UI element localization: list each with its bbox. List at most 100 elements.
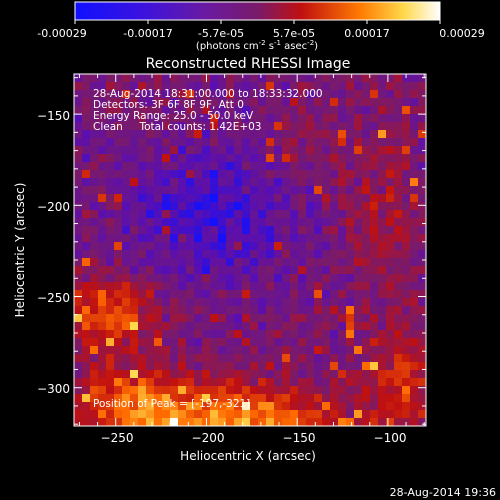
colorbar-tick-label: -5.7e-05 (198, 27, 244, 40)
heatmap-cell (378, 218, 387, 227)
heatmap-cell (346, 298, 355, 307)
heatmap-cell (170, 162, 179, 171)
heatmap-cell (386, 242, 395, 251)
heatmap-cell (378, 122, 387, 131)
heatmap-cell (378, 378, 387, 387)
heatmap-cell (282, 282, 291, 291)
heatmap-cell (98, 210, 107, 219)
heatmap-cell (178, 258, 187, 267)
heatmap-cell (258, 98, 267, 107)
heatmap-cell (210, 90, 219, 99)
heatmap-cell (146, 202, 155, 211)
heatmap-cell (282, 122, 291, 131)
heatmap-cell (250, 162, 259, 171)
x-tick-label: −100 (374, 431, 407, 445)
heatmap-cell (322, 122, 331, 131)
heatmap-cell (378, 274, 387, 283)
heatmap-cell (266, 138, 275, 147)
heatmap-cell (378, 386, 387, 395)
heatmap-cell (290, 298, 299, 307)
heatmap-cell (226, 202, 235, 211)
heatmap-cell (194, 234, 203, 243)
heatmap-cell (114, 338, 123, 347)
heatmap-cell (186, 410, 195, 419)
heatmap-cell (306, 106, 315, 115)
heatmap-cell (250, 330, 259, 339)
heatmap-cell (290, 210, 299, 219)
heatmap-cell (370, 418, 379, 427)
heatmap-cell (394, 250, 403, 259)
heatmap-cell (138, 130, 147, 139)
heatmap-cell (330, 394, 339, 403)
heatmap-cell (402, 146, 411, 155)
heatmap-cell (242, 234, 251, 243)
heatmap-cell (170, 282, 179, 291)
heatmap-cell (306, 162, 315, 171)
heatmap-cell (186, 354, 195, 363)
heatmap-cell (146, 162, 155, 171)
heatmap-cell (338, 266, 347, 275)
heatmap-cell (322, 202, 331, 211)
heatmap-cell (90, 162, 99, 171)
heatmap-cell (386, 98, 395, 107)
heatmap-cell (378, 402, 387, 411)
heatmap-cell (74, 162, 83, 171)
heatmap-cell (290, 162, 299, 171)
heatmap-cell (330, 362, 339, 371)
heatmap-cell (418, 226, 427, 235)
heatmap-cell (74, 114, 83, 123)
heatmap-cell (130, 82, 139, 91)
heatmap-cell (106, 106, 115, 115)
heatmap-cell (282, 82, 291, 91)
heatmap-cell (154, 338, 163, 347)
heatmap-cell (274, 202, 283, 211)
heatmap-cell (186, 378, 195, 387)
heatmap-cell (162, 282, 171, 291)
heatmap-cell (290, 306, 299, 315)
heatmap-cell (74, 210, 83, 219)
heatmap-cell (202, 274, 211, 283)
heatmap-cell (370, 322, 379, 331)
heatmap-cell (218, 418, 227, 427)
heatmap-cell (362, 386, 371, 395)
heatmap-cell (330, 146, 339, 155)
heatmap-cell (210, 386, 219, 395)
heatmap-cell (250, 378, 259, 387)
heatmap-cell (154, 346, 163, 355)
heatmap-cell (394, 282, 403, 291)
heatmap-cell (82, 250, 91, 259)
heatmap-cell (226, 210, 235, 219)
heatmap-cell (90, 290, 99, 299)
heatmap-cell (170, 330, 179, 339)
heatmap-cell (194, 106, 203, 115)
heatmap-cell (258, 210, 267, 219)
heatmap-cell (354, 98, 363, 107)
heatmap-cell (346, 410, 355, 419)
heatmap-cell (98, 162, 107, 171)
heatmap-cell (106, 282, 115, 291)
heatmap-cell (130, 130, 139, 139)
heatmap-cell (106, 154, 115, 163)
heatmap-cell (370, 274, 379, 283)
heatmap-cell (354, 354, 363, 363)
heatmap-cell (378, 322, 387, 331)
heatmap-cell (114, 202, 123, 211)
heatmap-cell (234, 162, 243, 171)
heatmap-cell (114, 266, 123, 275)
heatmap-cell (298, 202, 307, 211)
heatmap-cell (186, 130, 195, 139)
heatmap-cell (378, 242, 387, 251)
heatmap-cell (218, 82, 227, 91)
heatmap-cell (290, 122, 299, 131)
heatmap-cell (234, 274, 243, 283)
heatmap-cell (154, 298, 163, 307)
heatmap-cell (162, 330, 171, 339)
heatmap-cell (346, 178, 355, 187)
heatmap-cell (306, 378, 315, 387)
heatmap-cell (306, 82, 315, 91)
heatmap-cell (306, 298, 315, 307)
heatmap-cell (162, 154, 171, 163)
heatmap-cell (322, 378, 331, 387)
heatmap-cell (162, 354, 171, 363)
heatmap-cell (218, 258, 227, 267)
